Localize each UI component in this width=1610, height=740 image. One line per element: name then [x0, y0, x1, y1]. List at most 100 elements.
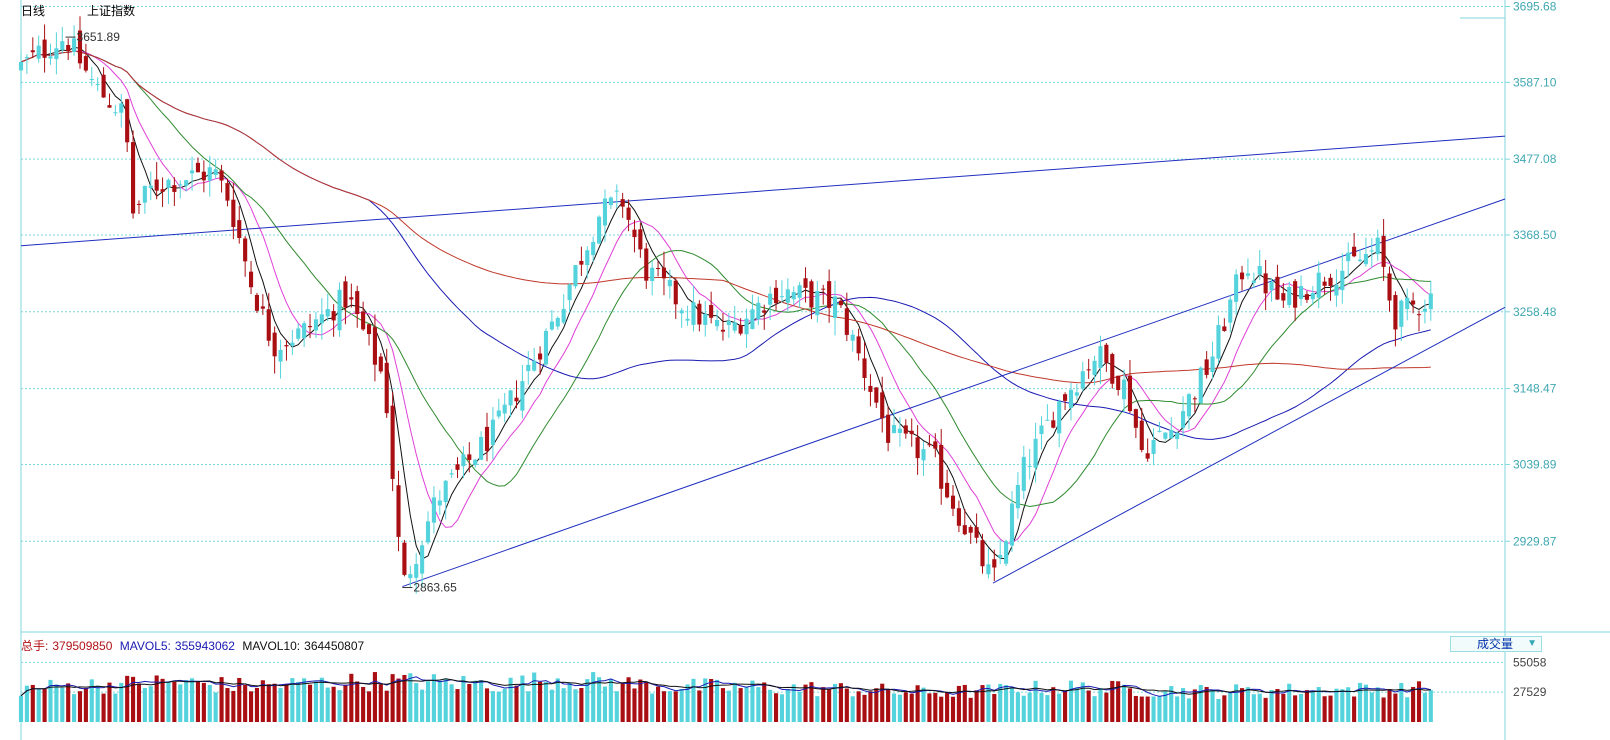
candle-body — [1175, 432, 1180, 440]
candle-body — [1363, 254, 1368, 265]
volume-bar — [974, 690, 979, 722]
candle-body — [313, 319, 318, 331]
period-label[interactable]: 日线 — [21, 4, 46, 18]
volume-bar — [1104, 692, 1109, 722]
volume-tick-label: 55058 — [1513, 655, 1547, 669]
candle-body — [1263, 273, 1268, 294]
candle-body — [1186, 394, 1192, 417]
candles[interactable] — [18, 16, 1433, 594]
mavol5-label: MAVOL5: — [119, 639, 171, 653]
candle-body — [331, 311, 336, 321]
candle-body — [685, 318, 690, 321]
volume-bar — [1222, 695, 1227, 722]
volume-bar — [89, 679, 94, 722]
candle-body — [526, 364, 531, 372]
volume-bar — [1393, 693, 1398, 722]
candle-body — [638, 229, 643, 250]
chart-frame — [20, 0, 1610, 740]
candle-body — [791, 292, 796, 300]
candle-body — [107, 105, 112, 108]
candle-body — [1257, 266, 1262, 275]
volume-bar — [1234, 684, 1239, 722]
y-tick-label: 3477.08 — [1513, 152, 1557, 166]
volume-bar — [1127, 688, 1133, 722]
ma120-line — [20, 50, 1431, 384]
candle-body — [89, 79, 94, 81]
candle-body — [614, 190, 619, 192]
volume-bar — [166, 681, 171, 722]
candle-body — [160, 189, 165, 192]
candle-body — [809, 281, 814, 308]
volume-bar — [1281, 693, 1286, 722]
candle-body — [1352, 246, 1357, 257]
candle-body — [679, 310, 684, 314]
volume-bar — [384, 690, 389, 722]
volume-bar — [891, 693, 897, 722]
candle-body — [437, 500, 442, 506]
candle-body — [278, 349, 283, 362]
candle-body — [1198, 367, 1203, 404]
volume-bar — [1428, 690, 1433, 722]
candle-body — [768, 293, 773, 305]
candle-body — [420, 545, 425, 574]
volume-bar — [237, 677, 242, 722]
candle-body — [720, 329, 726, 332]
candle-body — [1293, 281, 1298, 308]
volume-bar — [856, 691, 861, 722]
volume-bar — [1169, 686, 1174, 722]
volume-bar — [903, 692, 908, 722]
y-tick-label: 3148.47 — [1513, 382, 1557, 396]
volume-bar — [744, 686, 749, 722]
volume-bar — [479, 680, 484, 722]
volume-bar — [1228, 692, 1233, 722]
candle-body — [425, 521, 431, 543]
volume-bar — [685, 684, 690, 722]
volume-bar — [650, 693, 655, 722]
candle-body — [213, 169, 218, 176]
volume-bar — [732, 682, 737, 722]
volume-bar — [131, 676, 136, 722]
volume-bar — [579, 688, 584, 722]
candle-body — [886, 414, 891, 443]
rising-channel-lower — [992, 306, 1506, 584]
candle-body — [66, 44, 71, 52]
indicator-select[interactable]: 成交量 ▼ — [1450, 636, 1542, 652]
candle-body — [927, 444, 932, 446]
volume-bar — [1369, 692, 1374, 722]
volume-bar — [1157, 695, 1162, 722]
volume-bar — [1422, 692, 1427, 722]
candle-body — [296, 328, 301, 339]
volume-bar — [1133, 695, 1138, 722]
volume-bar — [1021, 695, 1026, 722]
candle-body — [1098, 346, 1103, 368]
candle-body — [709, 304, 714, 318]
mavol5-value: 355943062 — [174, 639, 235, 653]
candle-body — [1334, 284, 1339, 296]
candle-body — [897, 428, 902, 433]
volume-bar — [449, 684, 454, 722]
volume-bar — [1033, 680, 1038, 722]
volume-bar — [656, 686, 661, 722]
candle-body — [591, 241, 596, 256]
candle-body — [284, 345, 289, 347]
y-tick-label: 3039.89 — [1513, 457, 1557, 471]
candle-body — [1080, 371, 1085, 389]
candle-body — [260, 306, 265, 309]
mavol10-line — [20, 678, 1431, 697]
volume-bar — [673, 691, 678, 722]
candle-body — [862, 358, 867, 378]
mavol10-label: MAVOL10: — [242, 639, 301, 653]
candle-body — [1204, 359, 1209, 375]
candle-body — [1169, 429, 1174, 439]
candle-body — [1281, 293, 1286, 301]
volume-bar — [1180, 688, 1186, 722]
volume-bars[interactable] — [18, 672, 1433, 722]
volume-bar — [862, 694, 867, 722]
candle-body — [30, 50, 35, 53]
volume-bar — [278, 687, 283, 722]
mavol5-line — [20, 676, 1431, 697]
candle-body — [939, 444, 944, 489]
volume-bar — [956, 685, 961, 722]
volume-bar — [125, 675, 130, 722]
